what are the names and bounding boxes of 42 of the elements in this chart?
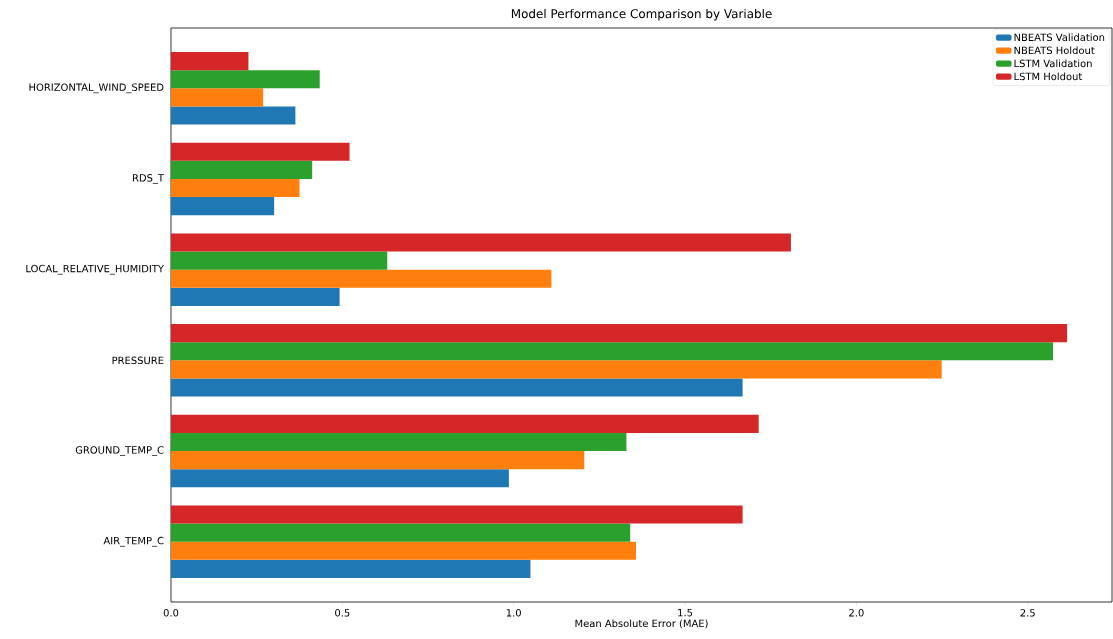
bar [171,469,509,488]
x-tick-label: 0.5 [335,609,350,617]
y-tick-label: HORIZONTAL_WIND_SPEED [29,83,164,94]
bar [171,342,1054,361]
legend-label: LSTM Validation [1014,59,1092,68]
bar [171,160,313,179]
bar [171,559,531,578]
bar [171,106,296,125]
legend-label: LSTM Holdout [1014,72,1083,81]
bar [171,197,275,216]
bar [171,414,759,433]
x-tick-label: 1.0 [506,609,521,617]
bar [171,523,631,542]
bar [171,451,585,470]
bar [171,324,1068,343]
bar [171,251,388,270]
bar [171,541,637,560]
bar [171,142,350,161]
bar [171,505,743,524]
x-tick-label: 2.5 [1020,609,1035,617]
y-tick-label: AIR_TEMP_C [103,536,164,547]
bar [171,88,264,107]
chart-title: Model Performance Comparison by Variable [511,8,772,21]
bar [171,360,942,379]
legend-label: NBEATS Validation [1014,33,1105,42]
x-axis-title: Mean Absolute Error (MAE) [575,619,708,629]
y-tick-label: RDS_T [132,174,165,184]
legend-label: NBEATS Holdout [1014,46,1095,55]
bar [171,52,249,71]
bar [171,269,552,288]
y-tick-label: LOCAL_RELATIVE_HUMIDITY [26,264,165,275]
bar [171,70,320,89]
y-tick-label: PRESSURE [112,356,164,365]
bar [171,233,791,252]
x-tick-label: 0.0 [163,609,179,617]
bar [171,432,627,452]
bar [171,178,300,198]
bar [171,378,743,397]
y-tick-label: GROUND_TEMP_C [75,446,164,456]
x-tick-label: 2.0 [849,609,864,617]
x-tick-label: 1.5 [678,609,693,617]
bar [171,287,340,306]
